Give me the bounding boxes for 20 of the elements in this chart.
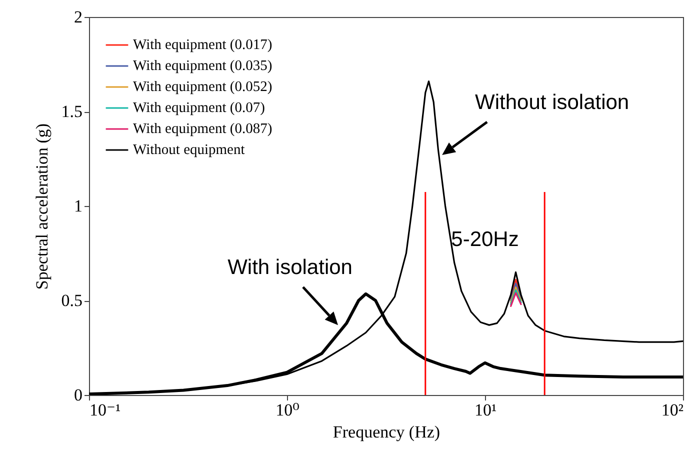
annotation: Without isolation bbox=[475, 90, 630, 114]
legend-label: Without equipment bbox=[133, 142, 245, 158]
y-tick-label: 0.5 bbox=[61, 291, 82, 310]
y-tick-label: 0 bbox=[74, 386, 82, 404]
x-tick-label: 10¹ bbox=[474, 400, 497, 420]
legend-label: With equipment (0.07) bbox=[133, 100, 266, 116]
y-axis-title: Spectral acceleration (g) bbox=[32, 123, 52, 290]
annotation: With isolation bbox=[228, 256, 352, 280]
y-tick-label: 2 bbox=[74, 8, 82, 26]
legend-label: With equipment (0.087) bbox=[133, 121, 272, 137]
legend-label: With equipment (0.017) bbox=[133, 37, 272, 53]
legend-label: With equipment (0.035) bbox=[133, 58, 272, 74]
x-tick-label: 10² bbox=[661, 400, 684, 420]
annotation: 5-20Hz bbox=[451, 228, 519, 251]
y-tick-label: 1.5 bbox=[61, 102, 82, 121]
x-axis-title: Frequency (Hz) bbox=[332, 422, 440, 442]
x-tick-label: 10⁻¹ bbox=[90, 400, 121, 420]
x-tick-label: 10⁰ bbox=[276, 400, 300, 420]
legend-label: With equipment (0.052) bbox=[133, 79, 272, 95]
y-tick-label: 1 bbox=[74, 196, 82, 216]
